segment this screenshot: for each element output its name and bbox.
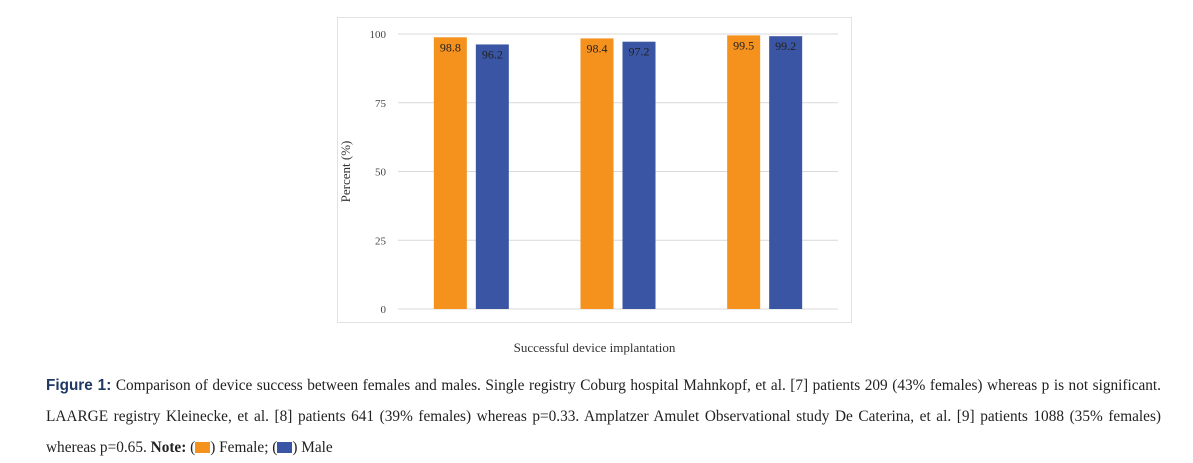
male-swatch — [277, 442, 293, 453]
male-bar-2 — [622, 41, 656, 309]
male-bar-3 — [769, 36, 803, 309]
figure-caption: Figure 1: Comparison of device success b… — [46, 370, 1161, 463]
bar-chart: 0 25 50 75 100 Percent (%) 98.8 98.4 99.5 96.2 97.… — [338, 29, 838, 316]
female-bar-1 — [433, 37, 467, 310]
male-data-label-2: 97.2 — [629, 45, 650, 59]
male-data-label-3: 99.2 — [775, 39, 796, 53]
y-tick-label-50: 50 — [375, 167, 387, 179]
caption-text: Comparison of device success between fem… — [46, 377, 1162, 456]
y-tick-label-100: 100 — [370, 29, 387, 41]
y-tick-label-25: 25 — [375, 235, 387, 247]
female-data-label-1: 98.8 — [440, 40, 461, 54]
y-tick-label-0: 0 — [381, 304, 387, 316]
y-tick-label-75: 75 — [375, 98, 387, 110]
male-bar-1 — [475, 44, 509, 309]
figure-label: Figure 1: — [46, 377, 112, 394]
female-bar-3 — [727, 35, 761, 309]
female-data-label-2: 98.4 — [587, 41, 608, 55]
y-axis-label: Percent (%) — [338, 141, 353, 203]
female-legend-label: ) Female; — [210, 439, 269, 456]
chart-frame — [337, 17, 852, 323]
note-label: Note: — [150, 439, 187, 456]
female-data-label-3: 99.5 — [733, 38, 754, 52]
legend-open-male: ( — [268, 439, 278, 456]
male-data-label-1: 96.2 — [482, 47, 503, 61]
female-bar-2 — [580, 38, 614, 310]
female-swatch — [195, 442, 211, 453]
x-axis-label: Successful device implantation — [513, 340, 676, 355]
legend-open-female: ( — [186, 439, 196, 456]
male-legend-label: ) Male — [292, 439, 333, 456]
